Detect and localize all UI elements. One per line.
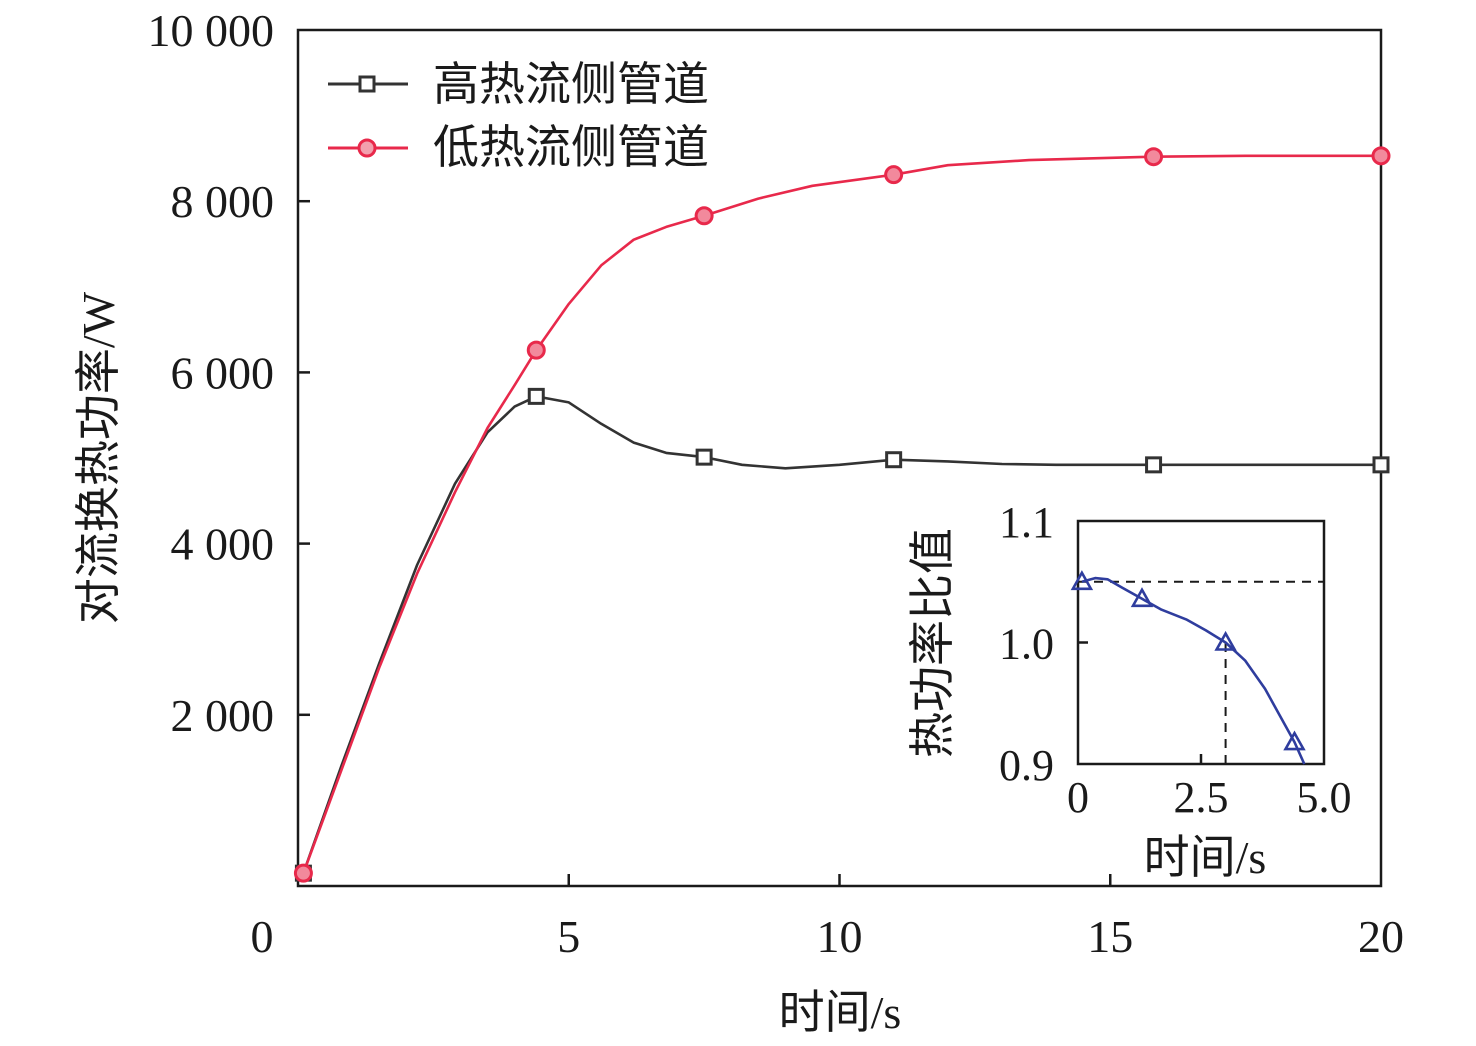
- inset-x-tick-label: 5.0: [1297, 773, 1352, 822]
- main-markers: [293, 146, 1391, 883]
- series-line-0: [302, 395, 1381, 874]
- data-point-circle: [1371, 146, 1391, 166]
- inset-data-point-triangle: [1070, 570, 1094, 591]
- inset-data-point-triangle: [1130, 587, 1154, 608]
- x-tick-label: 15: [1087, 911, 1133, 962]
- y-tick-label: 6 000: [171, 347, 275, 398]
- data-point-circle: [293, 863, 313, 883]
- inset-reference-lines: [1078, 580, 1324, 764]
- data-point-square: [885, 451, 903, 469]
- legend: 高热流侧管道 低热流侧管道: [328, 59, 709, 173]
- y-axis-title: 对流换热功率/W: [73, 291, 124, 624]
- inset-data-point-triangle: [1214, 630, 1237, 651]
- inset-y-tick-label: 1.1: [999, 498, 1054, 547]
- inset-x-tick-label: 2.5: [1174, 773, 1229, 822]
- main-curves: [302, 154, 1381, 874]
- x-tick-label: 10: [817, 911, 863, 962]
- inset-y-tick-label: 1.0: [999, 620, 1054, 669]
- inset-curves: [1081, 576, 1306, 765]
- series-line-1: [302, 154, 1381, 874]
- x-axis-title: 时间/s: [779, 987, 902, 1038]
- y-tick-label: 10 000: [148, 5, 275, 56]
- y-tick-label: 2 000: [171, 690, 275, 741]
- inset-markers: [1070, 570, 1306, 751]
- main-axes: 0 5 10 15 20 2 000 4 000 6 000 8 000 10 000: [148, 5, 1405, 962]
- data-point-circle: [884, 165, 904, 185]
- inset-axes: 0 2.5 5.0 0.9 1.0 1.1: [999, 498, 1352, 822]
- inset-x-tick-label: 0: [1067, 773, 1089, 822]
- inset-series-line-0: [1081, 576, 1306, 765]
- inset-x-axis-title: 时间/s: [1144, 832, 1267, 883]
- data-point-circle: [694, 206, 714, 226]
- inset-data-point-triangle: [1283, 730, 1306, 751]
- legend-label-high: 高热流侧管道: [433, 59, 709, 110]
- legend-square-marker: [358, 75, 376, 93]
- data-point-circle: [1144, 147, 1164, 167]
- x-tick-label: 20: [1358, 911, 1404, 962]
- data-point-square: [527, 387, 545, 405]
- y-tick-label: 8 000: [171, 176, 275, 227]
- legend-label-low: 低热流侧管道: [433, 122, 709, 173]
- inset-y-tick-label: 0.9: [999, 741, 1054, 790]
- legend-circle-marker: [357, 138, 377, 158]
- x-tick-label: 0: [251, 911, 274, 962]
- data-point-circle: [526, 340, 546, 360]
- data-point-square: [1372, 456, 1390, 474]
- x-tick-label: 5: [557, 911, 580, 962]
- inset-y-axis-title: 热功率比值: [907, 528, 958, 758]
- y-tick-label: 4 000: [171, 519, 275, 570]
- data-point-square: [695, 448, 713, 466]
- data-point-square: [1145, 456, 1163, 474]
